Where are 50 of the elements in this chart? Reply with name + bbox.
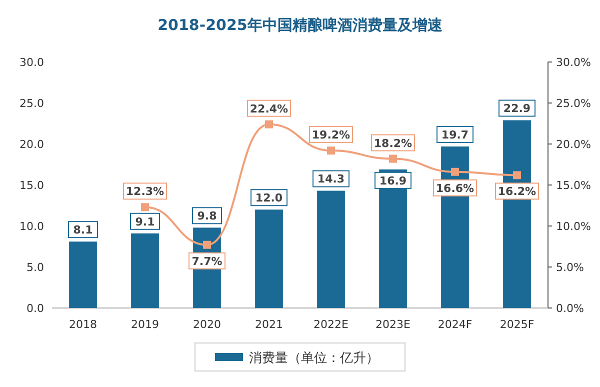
data-label: 9.1 bbox=[135, 215, 155, 228]
point bbox=[513, 171, 521, 180]
bar bbox=[255, 210, 283, 308]
bar bbox=[131, 233, 159, 308]
legend-label: 消费量（单位：亿升） bbox=[249, 351, 379, 366]
data-label: 22.4% bbox=[250, 102, 288, 116]
bar bbox=[69, 242, 97, 308]
data-label: 9.8 bbox=[197, 210, 217, 223]
point bbox=[265, 120, 273, 128]
y2-tick-label: 20.0% bbox=[556, 138, 591, 151]
data-label: 18.2% bbox=[374, 136, 412, 150]
x-tick-label: 2020 bbox=[193, 318, 221, 331]
x-tick-label: 2022E bbox=[314, 318, 349, 331]
y2-tick-label: 0.0% bbox=[556, 302, 584, 315]
point bbox=[203, 240, 211, 249]
data-label: 19.7 bbox=[441, 128, 469, 142]
point bbox=[141, 203, 149, 212]
point bbox=[389, 154, 397, 163]
data-label: 8.1 bbox=[73, 224, 93, 237]
data-label: 14.3 bbox=[317, 172, 345, 186]
data-label: 7.7% bbox=[192, 254, 222, 268]
x-tick-label: 2024F bbox=[438, 318, 472, 331]
x-tick-label: 2023E bbox=[376, 318, 411, 331]
y-tick-label: 5.0 bbox=[26, 261, 44, 274]
data-label: 16.6% bbox=[436, 182, 474, 195]
y-tick-label: 30.0 bbox=[20, 56, 44, 69]
data-label: 22.9 bbox=[503, 102, 531, 116]
y2-tick-label: 5.0% bbox=[556, 261, 584, 274]
data-label: 16.2% bbox=[498, 185, 536, 198]
bar bbox=[317, 190, 345, 308]
y2-tick-label: 15.0% bbox=[556, 179, 591, 192]
x-tick-label: 2018 bbox=[69, 318, 97, 331]
y-tick-label: 25.0 bbox=[20, 97, 44, 110]
x-tick-label: 2019 bbox=[131, 318, 159, 331]
chart-title: 2018-2025年中国精酿啤酒消费量及增速 bbox=[158, 16, 444, 34]
y2-tick-label: 30.0% bbox=[556, 56, 591, 69]
data-label: 19.2% bbox=[312, 128, 350, 142]
y2-tick-label: 25.0% bbox=[556, 97, 591, 110]
point bbox=[327, 146, 335, 155]
data-label: 16.9 bbox=[379, 174, 407, 188]
y-tick-label: 0.0 bbox=[26, 302, 44, 315]
point bbox=[451, 168, 459, 176]
data-label: 12.3% bbox=[126, 185, 164, 198]
y-tick-label: 10.0 bbox=[20, 220, 44, 233]
data-label: 12.0 bbox=[255, 192, 283, 205]
y-tick-label: 15.0 bbox=[20, 179, 44, 192]
x-tick-label: 2021 bbox=[255, 318, 283, 331]
y2-tick-label: 10.0% bbox=[556, 220, 591, 233]
x-tick-label: 2025F bbox=[500, 318, 534, 331]
y-tick-label: 20.0 bbox=[20, 138, 44, 151]
